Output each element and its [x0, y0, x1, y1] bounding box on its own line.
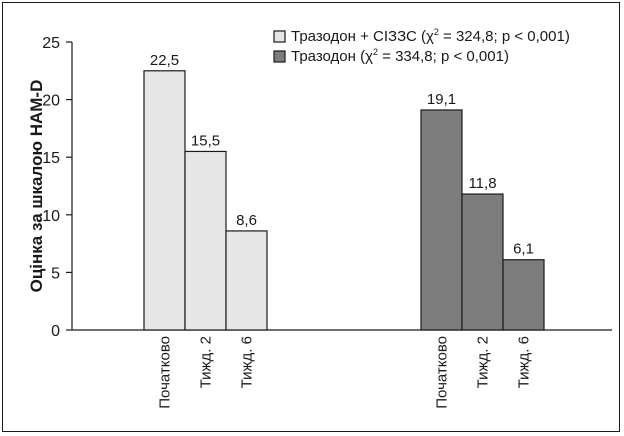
y-tick-label: 0	[51, 323, 60, 340]
bar	[225, 230, 268, 331]
y-axis-label: Оцінка за шкалою НАМ-D	[27, 80, 46, 293]
x-category-label: Тижд. 2	[198, 336, 215, 388]
x-category-label: Тижд. 6	[239, 336, 256, 388]
bar	[420, 109, 463, 331]
bar-value-label: 11,8	[468, 175, 496, 192]
legend-swatch	[273, 30, 286, 43]
legend-swatch	[273, 50, 286, 63]
y-tick-label: 15	[42, 150, 60, 167]
x-category-label: Тижд. 2	[475, 336, 492, 388]
y-tick-label: 25	[42, 35, 60, 52]
y-tick-label: 5	[51, 265, 60, 282]
bar-value-label: 15,5	[191, 132, 220, 149]
x-category-label: Початково	[434, 336, 451, 409]
bar-value-label: 6,1	[513, 241, 534, 258]
bar	[502, 259, 545, 331]
x-category-label: Початково	[157, 336, 174, 409]
bar	[461, 193, 504, 331]
chart-frame	[2, 2, 620, 432]
bar-value-label: 22,5	[150, 52, 179, 69]
legend-entry: Тразодон + СІЗЗС (χ2 = 324,8; p < 0,001)	[291, 27, 570, 45]
bar-value-label: 8,6	[236, 212, 257, 229]
y-tick-label: 20	[42, 93, 60, 110]
x-category-label: Тижд. 6	[516, 336, 533, 388]
legend-entry: Тразодон (χ2 = 334,8; p < 0,001)	[291, 47, 509, 65]
y-tick-label: 10	[42, 208, 60, 225]
bar-value-label: 19,1	[427, 91, 456, 108]
bar	[184, 150, 227, 331]
bar	[143, 70, 186, 331]
